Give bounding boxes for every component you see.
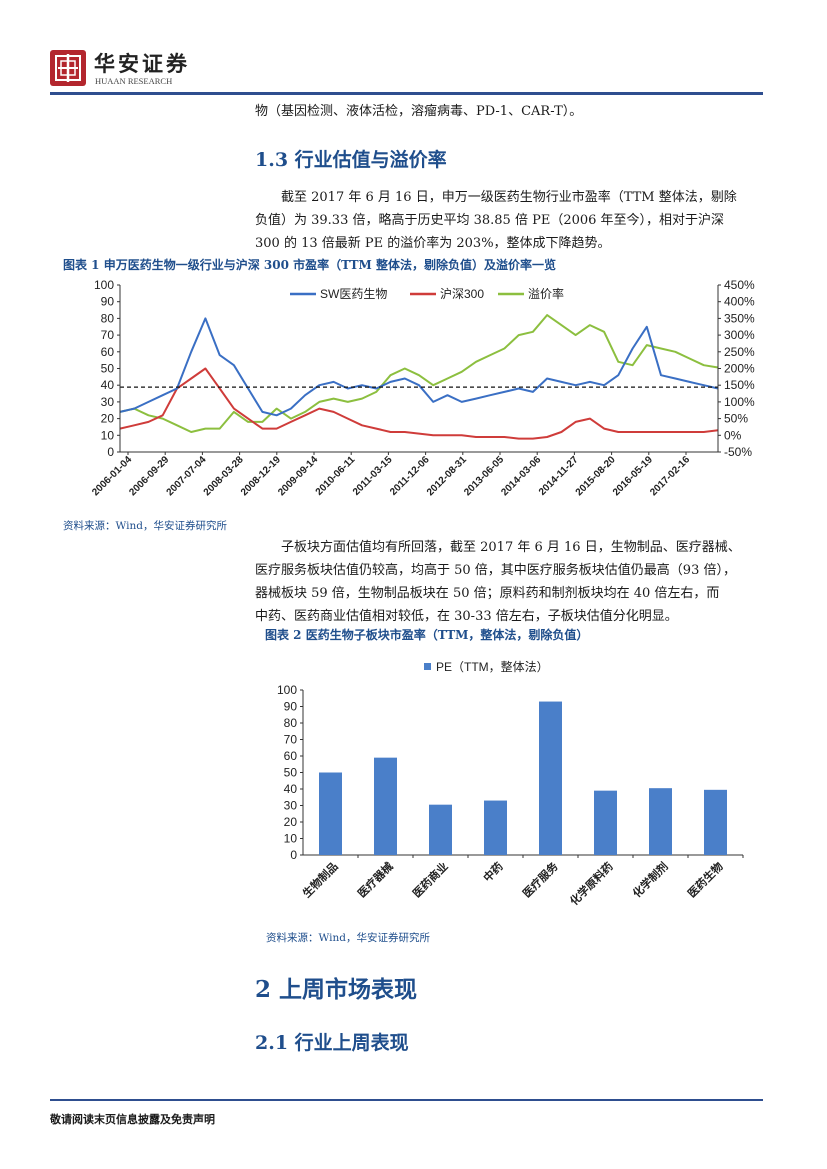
right-tick-label: 300% [724, 328, 755, 342]
brand-name-cn: 华安证券 [94, 51, 190, 76]
subsector-paragraph: 子板块方面估值均有所回落，截至 2017 年 6 月 16 日，生物制品、医疗器… [255, 536, 765, 628]
left-tick-label: 90 [101, 295, 115, 309]
right-tick-label: 350% [724, 311, 755, 325]
legend-label: 沪深300 [440, 287, 484, 301]
figure2-caption: 图表 2 医药生物子板块市盈率（TTM，整体法，剔除负值） [265, 628, 589, 642]
category-label: 医药生物 [685, 859, 726, 900]
section-1-3-title: 1.3 行业估值与溢价率 [255, 149, 447, 171]
right-tick-label: 250% [724, 345, 755, 359]
legend-label: 溢价率 [528, 286, 564, 301]
left-tick-label: 50 [101, 362, 115, 376]
figure2-chart: 0 10 20 30 40 50 60 70 80 90 100 生物制品 医疗器械 医药商业 中药 医疗服务… [277, 659, 744, 908]
y-tick-label: 0 [290, 848, 297, 862]
series-line-0 [119, 317, 719, 417]
category-label: 医疗器械 [355, 859, 396, 900]
left-tick-label: 70 [101, 328, 115, 342]
para-line: 医疗服务板块估值仍较高，均高于 50 倍，其中医疗服务板块估值仍最高（93 倍）… [255, 563, 736, 578]
right-tick-label: 150% [724, 378, 755, 392]
x-tick-label: 2017-02-16 [648, 454, 692, 498]
left-tick-label: 30 [101, 395, 115, 409]
x-tick-label: 2014-03-06 [499, 454, 543, 498]
brand-name-en: HUAAN RESEARCH [95, 76, 173, 86]
right-tick-label: 100% [724, 395, 755, 409]
figure2-source: 资料来源：Wind，华安证券研究所 [266, 932, 430, 944]
section-2-title: 2 上周市场表现 [255, 976, 418, 1003]
bar [319, 772, 342, 855]
category-label: 中药 [480, 859, 505, 884]
bar [539, 701, 562, 855]
header-divider [50, 92, 763, 95]
section-2-1-title: 2.1 行业上周表现 [255, 1032, 409, 1054]
para-line: 子板块方面估值均有所回落，截至 2017 年 6 月 16 日，生物制品、医疗器… [281, 540, 741, 555]
footer-divider [50, 1099, 763, 1101]
legend-swatch [424, 663, 431, 670]
y-tick-label: 70 [284, 733, 298, 747]
category-label: 医疗服务 [520, 859, 562, 901]
left-tick-label: 40 [101, 378, 115, 392]
category-label: 生物制品 [300, 859, 341, 900]
category-label: 医药商业 [410, 859, 451, 900]
right-tick-label: 400% [724, 295, 755, 309]
figure1-chart: 0 10 20 30 40 50 60 70 80 90 100 -50% 0% 50% 100% 150% 2… [90, 278, 755, 498]
right-tick-label: 50% [724, 412, 748, 426]
series-line-2 [119, 314, 719, 433]
x-tick-label: 2009-09-14 [276, 454, 320, 498]
y-tick-label: 10 [284, 832, 298, 846]
legend-label: PE（TTM，整体法） [436, 659, 549, 674]
y-tick-label: 30 [284, 799, 298, 813]
y-tick-label: 40 [284, 782, 298, 796]
y-tick-label: 50 [284, 766, 298, 780]
footer-disclaimer: 敬请阅读末页信息披露及免责声明 [50, 1113, 215, 1126]
y-tick-label: 100 [277, 683, 297, 697]
right-tick-label: 0% [724, 428, 742, 442]
left-tick-label: 10 [101, 428, 115, 442]
left-tick-label: 100 [94, 278, 114, 292]
section-1-3-paragraph: 截至 2017 年 6 月 16 日，申万一级医药生物行业市盈率（TTM 整体法… [255, 186, 765, 255]
para-line: 截至 2017 年 6 月 16 日，申万一级医药生物行业市盈率（TTM 整体法… [281, 190, 737, 205]
company-logo-icon [50, 50, 86, 86]
y-tick-label: 90 [284, 700, 298, 714]
bar [374, 757, 397, 855]
category-label: 化学原料药 [567, 859, 616, 908]
left-tick-label: 0 [107, 445, 114, 459]
bar [649, 788, 672, 855]
category-label: 化学制剂 [630, 859, 671, 900]
y-tick-label: 60 [284, 749, 298, 763]
series-line-1 [119, 367, 719, 440]
right-tick-label: 450% [724, 278, 755, 292]
left-tick-label: 80 [101, 311, 115, 325]
bar [704, 789, 727, 855]
para-line: 中药、医药商业估值相对较低，在 30-33 倍左右，子板块估值分化明显。 [255, 609, 678, 624]
intro-tail-text: 物（基因检测、液体活检，溶瘤病毒、PD-1、CAR-T）。 [255, 104, 583, 119]
figure1-caption: 图表 1 申万医药生物一级行业与沪深 300 市盈率（TTM 整体法，剔除负值）… [63, 258, 557, 272]
bar [594, 790, 617, 855]
right-tick-label: -50% [724, 445, 752, 459]
bar [429, 804, 452, 855]
bar [484, 800, 507, 855]
para-line: 器械板块 59 倍，生物制品板块在 50 倍；原料药和制剂板块均在 40 倍左右… [255, 586, 720, 601]
para-line: 300 的 13 倍最新 PE 的溢价率为 203%，整体成下降趋势。 [255, 236, 611, 251]
legend-label: SW医药生物 [320, 287, 387, 301]
left-tick-label: 60 [101, 345, 115, 359]
figure1-source: 资料来源：Wind，华安证券研究所 [63, 520, 227, 532]
y-tick-label: 20 [284, 815, 298, 829]
right-tick-label: 200% [724, 362, 755, 376]
left-tick-label: 20 [101, 412, 115, 426]
y-tick-label: 80 [284, 716, 298, 730]
para-line: 负值）为 39.33 倍，略高于历史平均 38.85 倍 PE（2006 年至今… [255, 213, 725, 228]
